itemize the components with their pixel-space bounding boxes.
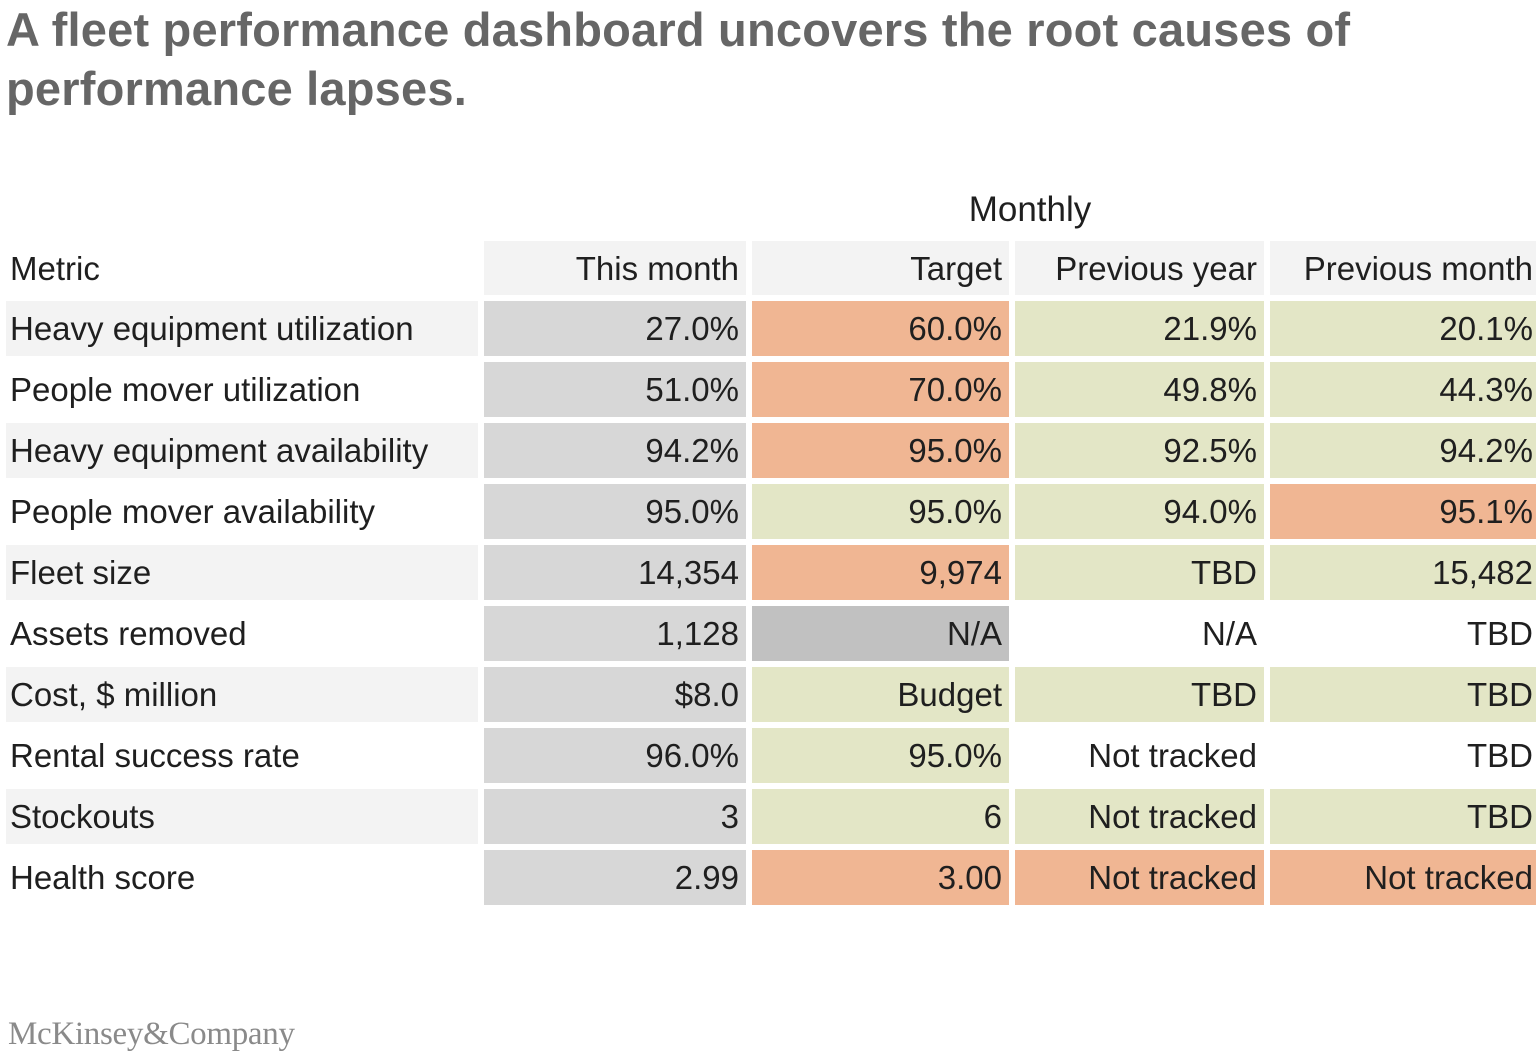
cell-target: Budget	[752, 667, 1009, 722]
cell-target: 60.0%	[752, 301, 1009, 356]
column-header-this-month: This month	[484, 241, 746, 295]
cell-previous-month: 95.1%	[1270, 484, 1536, 539]
row-label: People mover availability	[6, 484, 478, 539]
cell-this-month: 27.0%	[484, 301, 746, 356]
cell-this-month: 95.0%	[484, 484, 746, 539]
data-table: Metric This month Target Previous year P…	[6, 241, 1536, 905]
row-label: Fleet size	[6, 545, 478, 600]
row-label: Rental success rate	[6, 728, 478, 783]
cell-target: 9,974	[752, 545, 1009, 600]
cell-previous-year: Not tracked	[1015, 728, 1264, 783]
cell-target: 6	[752, 789, 1009, 844]
row-label: Assets removed	[6, 606, 478, 661]
cell-this-month: 96.0%	[484, 728, 746, 783]
column-header-metric: Metric	[6, 241, 478, 295]
cell-this-month: 51.0%	[484, 362, 746, 417]
cell-target: 95.0%	[752, 728, 1009, 783]
cell-target: 95.0%	[752, 484, 1009, 539]
row-label: Stockouts	[6, 789, 478, 844]
cell-previous-month: 44.3%	[1270, 362, 1536, 417]
page-title: A fleet performance dashboard uncovers t…	[6, 3, 1351, 115]
cell-previous-month: Not tracked	[1270, 850, 1536, 905]
column-header-previous-month: Previous month	[1270, 241, 1536, 295]
column-group-header: Monthly	[968, 190, 1092, 229]
cell-this-month: 3	[484, 789, 746, 844]
cell-previous-month: TBD	[1270, 789, 1536, 844]
mckinsey-logo: McKinsey&Company	[8, 1016, 295, 1052]
cell-previous-month: TBD	[1270, 667, 1536, 722]
cell-previous-year: 21.9%	[1015, 301, 1264, 356]
cell-previous-year: 94.0%	[1015, 484, 1264, 539]
cell-previous-month: 94.2%	[1270, 423, 1536, 478]
cell-previous-month: TBD	[1270, 606, 1536, 661]
cell-this-month: $8.0	[484, 667, 746, 722]
cell-target: 70.0%	[752, 362, 1009, 417]
cell-this-month: 1,128	[484, 606, 746, 661]
cell-target: 95.0%	[752, 423, 1009, 478]
cell-target: 3.00	[752, 850, 1009, 905]
row-label: Cost, $ million	[6, 667, 478, 722]
cell-this-month: 14,354	[484, 545, 746, 600]
cell-previous-year: 92.5%	[1015, 423, 1264, 478]
cell-previous-month: TBD	[1270, 728, 1536, 783]
column-header-previous-year: Previous year	[1015, 241, 1264, 295]
cell-previous-year: Not tracked	[1015, 789, 1264, 844]
row-label: People mover utilization	[6, 362, 478, 417]
cell-this-month: 2.99	[484, 850, 746, 905]
row-label: Heavy equipment availability	[6, 423, 478, 478]
cell-previous-year: Not tracked	[1015, 850, 1264, 905]
cell-previous-year: TBD	[1015, 667, 1264, 722]
cell-previous-year: N/A	[1015, 606, 1264, 661]
column-header-target: Target	[752, 241, 1009, 295]
row-label: Health score	[6, 850, 478, 905]
cell-this-month: 94.2%	[484, 423, 746, 478]
row-label: Heavy equipment utilization	[6, 301, 478, 356]
cell-previous-month: 15,482	[1270, 545, 1536, 600]
cell-target: N/A	[752, 606, 1009, 661]
cell-previous-month: 20.1%	[1270, 301, 1536, 356]
cell-previous-year: TBD	[1015, 545, 1264, 600]
cell-previous-year: 49.8%	[1015, 362, 1264, 417]
